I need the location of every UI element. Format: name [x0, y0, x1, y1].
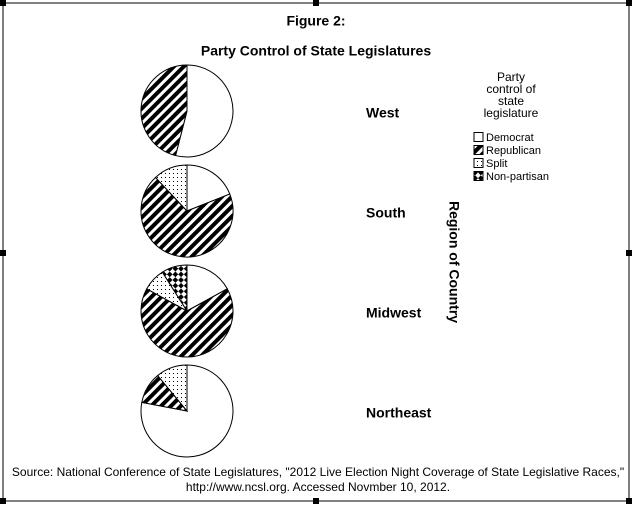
legend-swatch: [473, 171, 484, 181]
category-label: South: [366, 205, 406, 221]
legend-label: Non-partisan: [486, 171, 549, 183]
pie-slice: [186, 164, 231, 212]
legend-swatch: [473, 145, 484, 155]
legend-label: Democrat: [486, 132, 534, 144]
category-label: West: [366, 105, 400, 121]
axis-label: Region of Country: [446, 201, 462, 323]
pie-slice: [161, 264, 188, 313]
chart-subtitle: Party Control of State Legislatures: [201, 43, 431, 59]
pie-slice: [186, 264, 228, 312]
legend-label: Split: [486, 158, 507, 170]
pie-slice: [140, 288, 234, 358]
legend-label: Republican: [486, 145, 541, 157]
legend-swatch: [473, 132, 484, 142]
legend-swatch: [473, 158, 484, 168]
legend-title: Party control of state legislature: [483, 70, 539, 120]
category-label: Midwest: [366, 305, 422, 321]
source-note: Source: National Conference of State Leg…: [11, 465, 625, 494]
chart-title: Figure 2:: [286, 13, 345, 29]
pie-slice: [140, 176, 234, 258]
pie-slice: [140, 64, 188, 157]
category-label: Northeast: [366, 405, 432, 421]
pie-slice: [174, 64, 234, 158]
